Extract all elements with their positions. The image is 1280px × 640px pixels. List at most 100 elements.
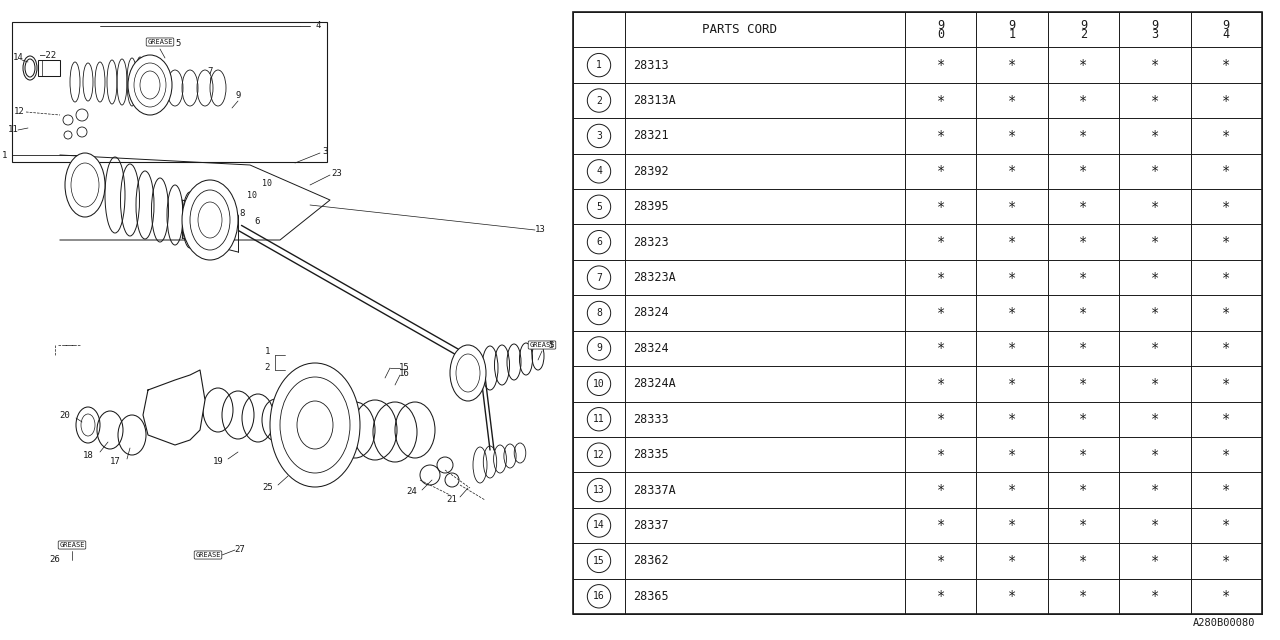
Text: *: * xyxy=(1222,447,1230,461)
Text: *: * xyxy=(1007,306,1016,320)
Text: 10: 10 xyxy=(262,179,273,188)
Text: 24: 24 xyxy=(407,488,417,497)
Text: A280B00080: A280B00080 xyxy=(1193,618,1254,628)
Text: 23: 23 xyxy=(332,168,342,177)
Text: 0: 0 xyxy=(937,28,945,41)
Text: 19: 19 xyxy=(212,458,224,467)
Text: *: * xyxy=(1007,447,1016,461)
Text: 16: 16 xyxy=(398,369,410,378)
Text: 1: 1 xyxy=(1009,28,1015,41)
Text: *: * xyxy=(1222,93,1230,108)
Text: *: * xyxy=(1151,129,1160,143)
Text: *: * xyxy=(1007,589,1016,604)
Circle shape xyxy=(588,514,611,537)
Text: 12: 12 xyxy=(593,450,605,460)
Text: *: * xyxy=(1079,58,1088,72)
Text: 9: 9 xyxy=(1080,19,1087,32)
Text: 8: 8 xyxy=(239,209,244,218)
Text: 28333: 28333 xyxy=(634,413,668,426)
Text: 15: 15 xyxy=(398,362,410,371)
Text: *: * xyxy=(937,377,945,391)
Text: *: * xyxy=(1079,306,1088,320)
Text: *: * xyxy=(1151,235,1160,249)
Text: 28324A: 28324A xyxy=(634,378,676,390)
Text: 21: 21 xyxy=(447,495,457,504)
Text: *: * xyxy=(1079,235,1088,249)
Text: 28337: 28337 xyxy=(634,519,668,532)
Text: *: * xyxy=(937,235,945,249)
Bar xyxy=(38,60,60,76)
Text: 13: 13 xyxy=(593,485,605,495)
Text: 28395: 28395 xyxy=(634,200,668,213)
Text: 13: 13 xyxy=(535,225,545,234)
Circle shape xyxy=(588,53,611,77)
Text: *: * xyxy=(937,164,945,179)
Text: *: * xyxy=(1079,341,1088,355)
Circle shape xyxy=(588,301,611,324)
Ellipse shape xyxy=(270,363,360,487)
Text: *: * xyxy=(1222,306,1230,320)
Text: GREASE: GREASE xyxy=(529,342,554,348)
Text: *: * xyxy=(1007,129,1016,143)
Text: 7: 7 xyxy=(596,273,602,283)
Text: 28324: 28324 xyxy=(634,307,668,319)
Text: *: * xyxy=(1079,447,1088,461)
Text: *: * xyxy=(1079,377,1088,391)
Text: *: * xyxy=(1079,483,1088,497)
Text: *: * xyxy=(1151,93,1160,108)
Text: *: * xyxy=(1222,164,1230,179)
Text: *: * xyxy=(1079,412,1088,426)
Text: GREASE: GREASE xyxy=(59,542,84,548)
Text: 10: 10 xyxy=(593,379,605,389)
Text: 28337A: 28337A xyxy=(634,484,676,497)
Text: 28392: 28392 xyxy=(634,165,668,178)
Text: *: * xyxy=(937,518,945,532)
Circle shape xyxy=(588,584,611,608)
Text: 2: 2 xyxy=(265,362,270,371)
Text: 9: 9 xyxy=(937,19,945,32)
Text: 9: 9 xyxy=(1009,19,1015,32)
Text: *: * xyxy=(1007,377,1016,391)
Text: *: * xyxy=(1079,164,1088,179)
Text: *: * xyxy=(1079,554,1088,568)
Text: *: * xyxy=(937,483,945,497)
Text: 3: 3 xyxy=(323,147,328,156)
Text: *: * xyxy=(1151,377,1160,391)
Text: 11: 11 xyxy=(593,414,605,424)
Text: *: * xyxy=(1151,412,1160,426)
Text: *: * xyxy=(1151,447,1160,461)
Text: 6: 6 xyxy=(255,218,260,227)
Ellipse shape xyxy=(128,55,172,115)
Text: *: * xyxy=(1222,483,1230,497)
Text: 5: 5 xyxy=(175,40,180,49)
Text: *: * xyxy=(1007,483,1016,497)
Text: 12: 12 xyxy=(14,108,24,116)
Text: *: * xyxy=(937,93,945,108)
Text: *: * xyxy=(1151,306,1160,320)
Circle shape xyxy=(588,372,611,396)
Text: 7: 7 xyxy=(207,67,212,77)
Text: *: * xyxy=(1222,341,1230,355)
Text: *: * xyxy=(1007,164,1016,179)
Text: 15: 15 xyxy=(593,556,605,566)
Polygon shape xyxy=(143,370,205,445)
Text: 5: 5 xyxy=(596,202,602,212)
Text: *: * xyxy=(1079,589,1088,604)
Text: 16: 16 xyxy=(593,591,605,602)
Text: *: * xyxy=(1007,554,1016,568)
Text: *: * xyxy=(1151,58,1160,72)
Text: *: * xyxy=(1007,412,1016,426)
Text: 10: 10 xyxy=(247,191,257,200)
Circle shape xyxy=(588,337,611,360)
Text: *: * xyxy=(1007,235,1016,249)
Text: 28362: 28362 xyxy=(634,554,668,568)
Text: 4: 4 xyxy=(1222,28,1230,41)
Text: 17: 17 xyxy=(110,458,120,467)
Text: *: * xyxy=(937,447,945,461)
Text: 6: 6 xyxy=(596,237,602,247)
Text: 1: 1 xyxy=(265,348,270,356)
Text: *: * xyxy=(1151,164,1160,179)
Text: 18: 18 xyxy=(83,451,93,460)
Text: GREASE: GREASE xyxy=(196,552,220,558)
Circle shape xyxy=(588,478,611,502)
